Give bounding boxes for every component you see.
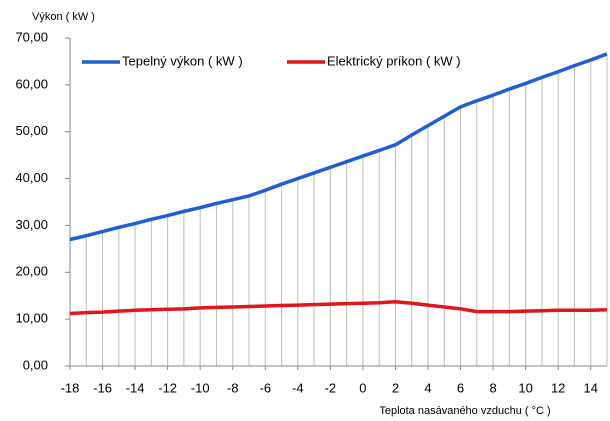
x-tick-label: 8: [489, 380, 496, 395]
y-tick-label: 30,00: [15, 217, 48, 232]
x-axis-label: Teplota nasávaného vzduchu ( °C ): [379, 405, 550, 417]
x-tick-label: -10: [191, 380, 210, 395]
x-tick-label: 0: [359, 380, 366, 395]
x-tick-label: 2: [392, 380, 399, 395]
y-tick-label: 60,00: [15, 76, 48, 91]
x-tick-label: 12: [551, 380, 565, 395]
x-tick-label: 10: [518, 380, 532, 395]
x-tick-label: 14: [583, 380, 597, 395]
x-tick-label: -14: [126, 380, 145, 395]
x-tick-label: -16: [93, 380, 112, 395]
x-tick-label: -18: [61, 380, 80, 395]
x-tick-label: 4: [424, 380, 431, 395]
legend-label: Tepelný výkon ( kW ): [122, 53, 243, 68]
x-tick-label: -4: [292, 380, 304, 395]
series-line: [69, 300, 608, 316]
x-tick-label: -6: [259, 380, 271, 395]
x-tick-label: -2: [325, 380, 337, 395]
series-line: [69, 52, 608, 242]
y-tick-label: 10,00: [15, 311, 48, 326]
x-tick-label: -12: [158, 380, 177, 395]
x-tick-label: 6: [457, 380, 464, 395]
y-axis-label: Výkon ( kW ): [32, 11, 95, 23]
y-tick-label: 20,00: [15, 264, 48, 279]
legend-label: Elektrický príkon ( kW ): [327, 53, 461, 68]
y-tick-label: 70,00: [15, 29, 48, 44]
y-tick-label: 0,00: [23, 357, 48, 372]
x-tick-label: -8: [227, 380, 239, 395]
y-tick-label: 40,00: [15, 170, 48, 185]
y-tick-label: 50,00: [15, 123, 48, 138]
